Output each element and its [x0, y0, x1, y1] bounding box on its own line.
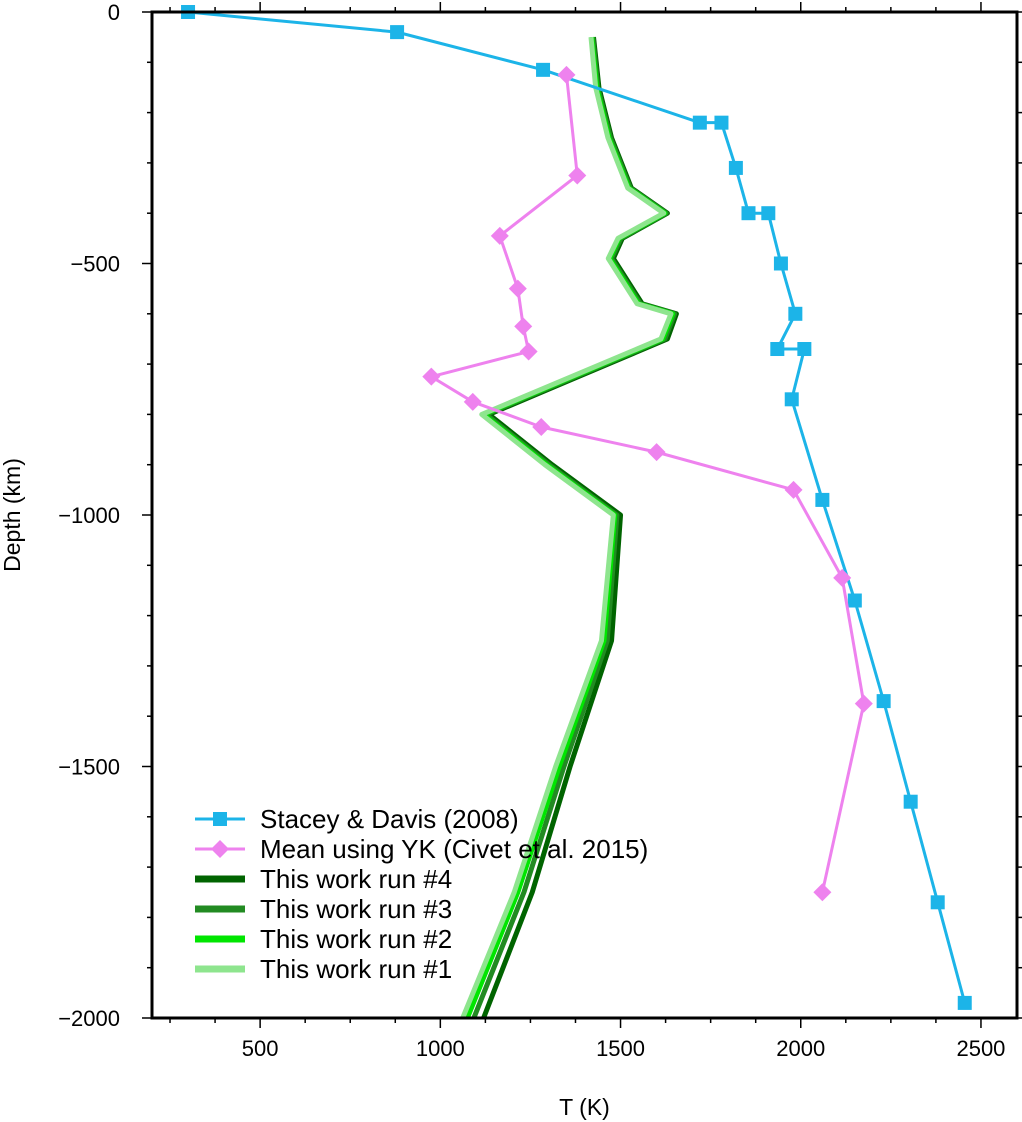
legend-label: Stacey & Davis (2008): [260, 804, 519, 834]
data-point: [903, 794, 918, 809]
y-tick-label: −1000: [58, 503, 120, 528]
data-point: [568, 166, 587, 185]
data-point: [536, 62, 551, 77]
series-layer: [181, 5, 972, 1019]
legend: Stacey & Davis (2008)Mean using YK (Cive…: [195, 804, 648, 984]
data-point: [815, 492, 830, 507]
series-group: [422, 65, 873, 902]
data-point: [390, 25, 405, 40]
series-line: [460, 36, 674, 1019]
x-tick-label: 2000: [776, 1036, 825, 1061]
y-tick-label: −2000: [58, 1006, 120, 1031]
series-line: [481, 36, 679, 1019]
data-point: [422, 367, 441, 386]
legend-label: Mean using YK (Civet et al. 2015): [260, 834, 648, 864]
data-point: [813, 883, 832, 902]
data-point: [784, 392, 799, 407]
data-point: [692, 115, 707, 130]
legend-item: This work run #1: [195, 954, 452, 984]
y-tick-label: −1500: [58, 755, 120, 780]
data-point: [557, 65, 576, 84]
legend-item: This work run #4: [195, 864, 452, 894]
data-point: [741, 206, 756, 221]
y-axis-label: Depth (km): [0, 458, 25, 572]
x-tick-label: 2500: [956, 1036, 1005, 1061]
y-tick-label: −500: [70, 252, 120, 277]
series-line: [429, 74, 866, 893]
data-point: [784, 480, 803, 499]
data-point: [490, 226, 509, 245]
data-point: [770, 342, 785, 357]
legend-label: This work run #3: [260, 894, 452, 924]
data-point: [514, 317, 533, 336]
data-point: [714, 115, 729, 130]
data-point: [797, 342, 812, 357]
legend-item: Stacey & Davis (2008): [195, 804, 519, 834]
legend-marker: [211, 840, 229, 858]
data-point: [833, 568, 852, 587]
data-point: [957, 995, 972, 1010]
data-point: [761, 206, 776, 221]
x-tick-label: 1000: [416, 1036, 465, 1061]
x-axis-label: T (K): [559, 1094, 610, 1120]
legend-marker: [213, 812, 227, 826]
data-point: [788, 306, 803, 321]
data-point: [930, 895, 945, 910]
legend-label: This work run #1: [260, 954, 452, 984]
data-point: [876, 694, 891, 709]
series-line: [471, 36, 678, 1019]
legend-item: This work run #3: [195, 894, 452, 924]
data-point: [854, 694, 873, 713]
data-point: [773, 256, 788, 271]
x-tick-label: 500: [242, 1036, 279, 1061]
data-point: [847, 593, 862, 608]
data-point: [532, 417, 551, 436]
legend-item: Mean using YK (Civet et al. 2015): [195, 834, 648, 864]
y-tick-label: 0: [108, 0, 120, 25]
legend-label: This work run #2: [260, 924, 452, 954]
data-point: [519, 342, 538, 361]
legend-item: This work run #2: [195, 924, 452, 954]
legend-label: This work run #4: [260, 864, 452, 894]
data-point: [463, 392, 482, 411]
x-tick-label: 1500: [596, 1036, 645, 1061]
data-point: [508, 279, 527, 298]
data-point: [647, 443, 666, 462]
data-point: [728, 160, 743, 175]
ticks-layer: 500 1000 1500 2000 2500 0 −500 −1000 −1500 −2000: [58, 0, 1022, 1061]
series-line: [465, 36, 676, 1019]
